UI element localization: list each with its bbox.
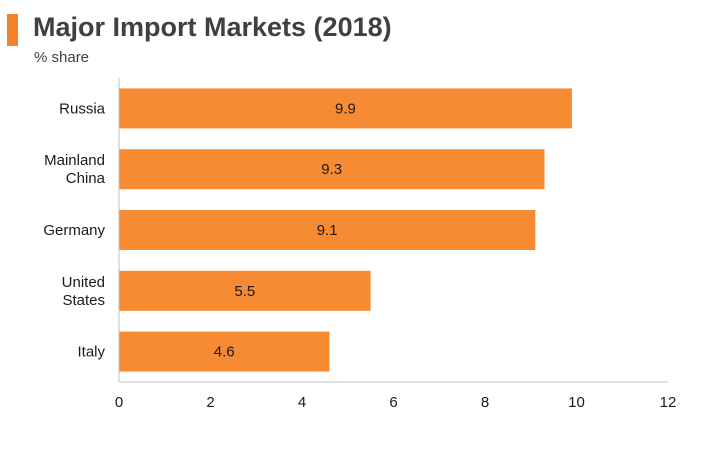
category-label: Russia	[59, 100, 106, 117]
value-label: 9.9	[335, 100, 356, 117]
bar-germany	[119, 210, 536, 250]
bar-mainland-china	[119, 149, 545, 190]
bar-italy	[119, 331, 330, 372]
x-tick-label: 8	[481, 394, 489, 411]
value-label: 9.1	[317, 222, 338, 239]
bars-group	[119, 88, 572, 372]
chart-subtitle: % share	[34, 49, 90, 66]
category-labels-group: Russia Mainland China Germany United States It…	[43, 100, 105, 360]
title-accent-bar	[7, 14, 18, 46]
category-label: United States	[62, 274, 105, 309]
x-tick-label: 2	[206, 394, 214, 411]
x-tick-label: 6	[389, 394, 397, 411]
value-label: 5.5	[234, 283, 255, 300]
x-tick-label: 12	[660, 394, 677, 411]
x-tick-label: 0	[115, 394, 123, 411]
bar-russia	[119, 88, 572, 129]
value-label: 9.3	[321, 161, 342, 178]
chart-title: Major Import Markets (2018)	[33, 12, 392, 42]
x-tick-labels-group: 0 2 4 6 8 10 12	[115, 394, 677, 411]
x-tick-label: 10	[568, 394, 585, 411]
category-label: Mainland China	[44, 152, 106, 187]
bar-united-states	[119, 270, 371, 311]
value-label: 4.6	[214, 344, 235, 361]
category-label: Germany	[43, 222, 105, 239]
x-tick-label: 4	[298, 394, 306, 411]
value-labels-group: 9.9 9.3 9.1 5.5 4.6	[214, 100, 356, 360]
category-label: Italy	[77, 344, 105, 361]
